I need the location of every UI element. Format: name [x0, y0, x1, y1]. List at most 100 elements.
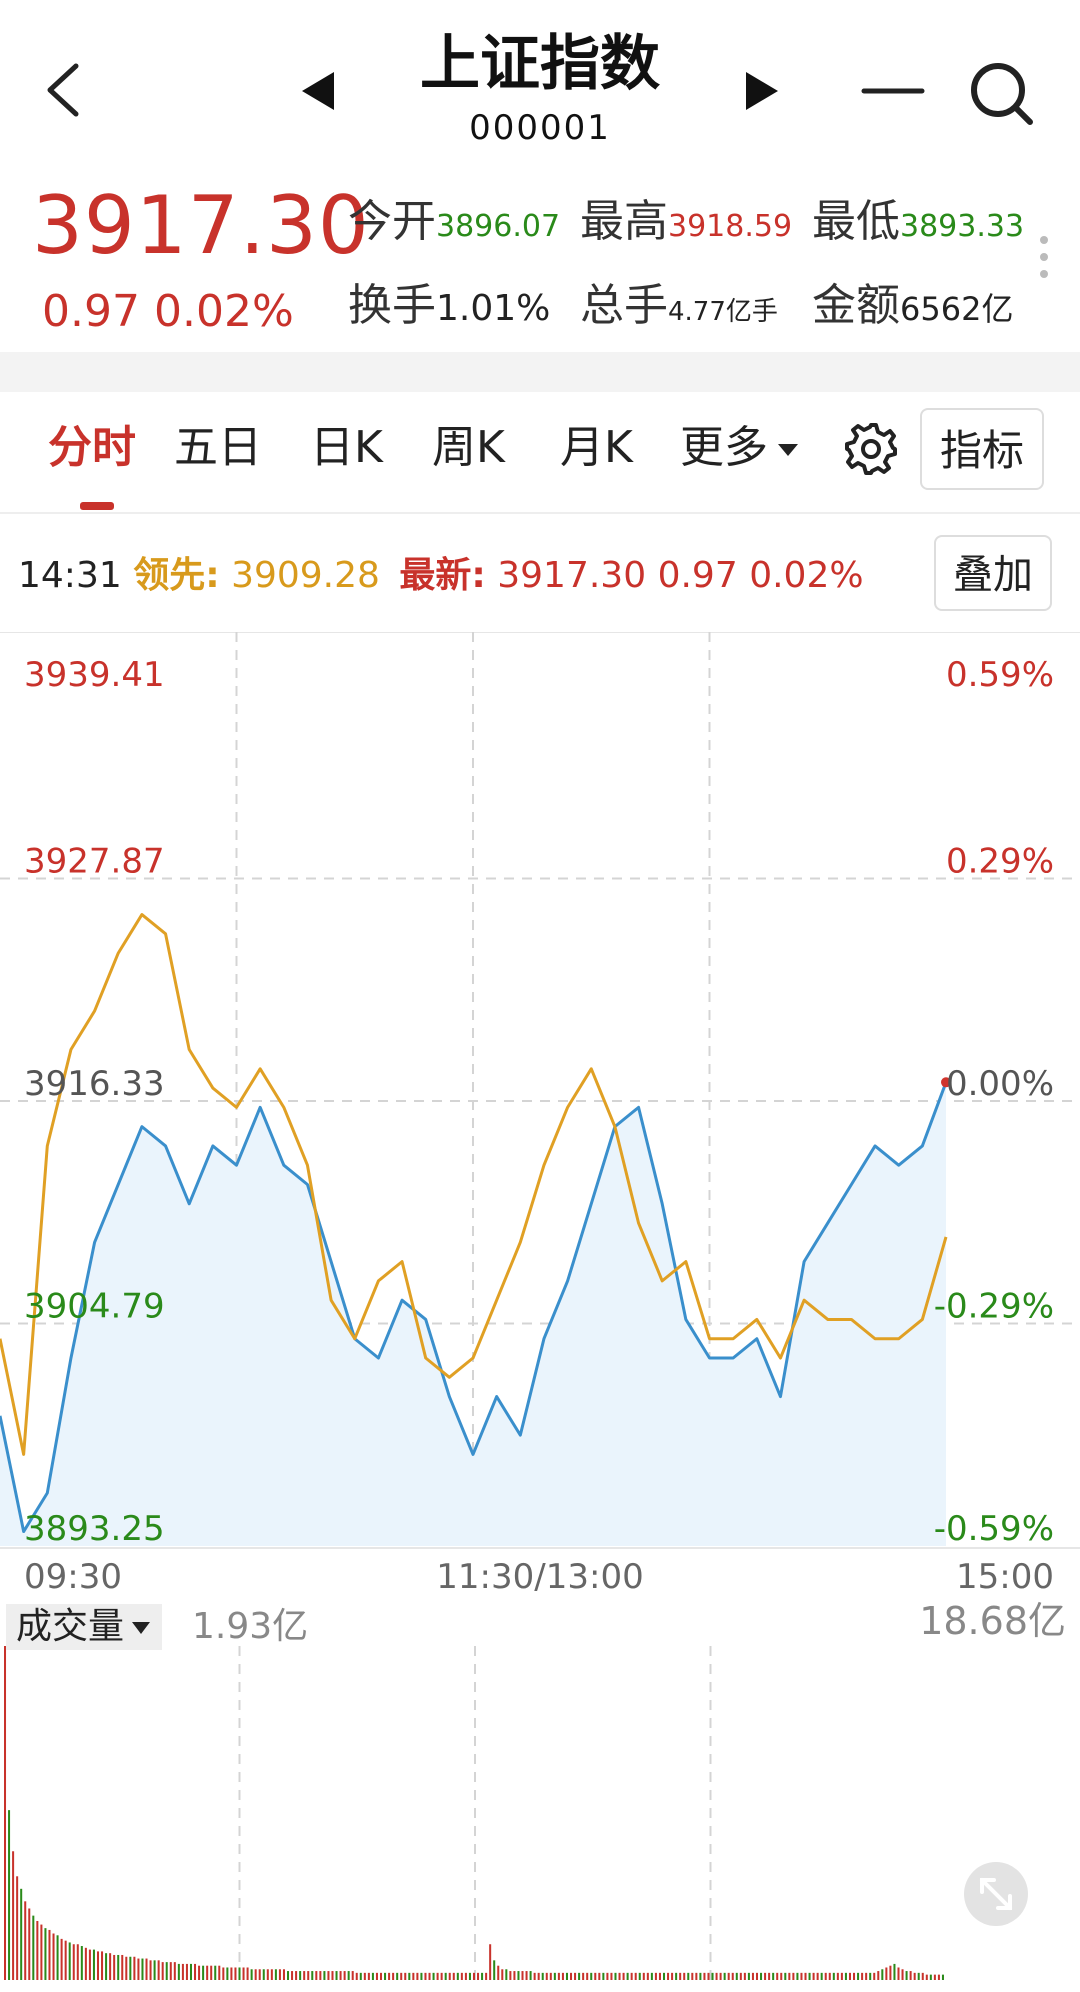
volume-bar [800, 1972, 803, 1980]
volume-bar [501, 1969, 504, 1980]
volume-bar [650, 1972, 653, 1980]
volume-chart [4, 1646, 944, 1980]
tab-monthly-k[interactable]: 月K [560, 422, 633, 473]
volume-bar [513, 1971, 516, 1980]
last-price-dot [941, 1077, 951, 1088]
volume-bar [509, 1971, 512, 1980]
x-axis-label: 09:30 [24, 1557, 122, 1597]
volume-bar [772, 1972, 775, 1980]
volume-bar [723, 1972, 726, 1980]
volume-bar [687, 1972, 690, 1980]
volume-bar [56, 1935, 59, 1980]
tab-intraday[interactable]: 分时 [48, 422, 136, 473]
volume-bar [472, 1972, 475, 1980]
volume-bar [60, 1938, 63, 1980]
volume-bar [169, 1962, 172, 1980]
volume-label: 总手 [580, 280, 668, 331]
volume-bar [428, 1972, 431, 1980]
tab-more[interactable]: 更多 [680, 418, 800, 478]
lead-line [0, 913, 948, 1456]
volume-bar [933, 1974, 936, 1980]
volume-bar [4, 1646, 7, 1980]
volume-bar [517, 1971, 520, 1980]
triangle-right-icon [746, 72, 778, 110]
volume-bar [937, 1974, 940, 1980]
back-button[interactable] [40, 60, 90, 120]
volume-bar [250, 1969, 253, 1980]
x-axis-label: 15:00 [956, 1557, 1054, 1597]
volume-bar [121, 1954, 124, 1980]
volume-bar [222, 1967, 225, 1980]
volume-bar [343, 1971, 346, 1980]
next-stock-button[interactable] [742, 70, 782, 112]
volume-bar [266, 1969, 269, 1980]
volume-bar [477, 1972, 480, 1980]
volume-bar [489, 1944, 492, 1980]
volume-bar [375, 1972, 378, 1980]
volume-bar [137, 1958, 140, 1980]
price-change: 0.97 0.02% [42, 284, 294, 340]
volume-bar [88, 1949, 91, 1980]
volume-bar [594, 1972, 597, 1980]
volume-bar [299, 1971, 302, 1980]
volume-bar [282, 1969, 285, 1980]
indicator-button[interactable]: 指标 [920, 408, 1044, 490]
volume-bar [630, 1972, 633, 1980]
volume-bar [711, 1972, 714, 1980]
minimize-button[interactable] [860, 70, 926, 112]
volume-bar [602, 1972, 605, 1980]
low-label: 最低 [812, 196, 900, 247]
tab-weekly-k[interactable]: 周K [432, 422, 505, 473]
volume-bar [323, 1971, 326, 1980]
tab-five-day[interactable]: 五日 [174, 422, 262, 473]
volume-bar [857, 1972, 860, 1980]
intraday-price-chart[interactable]: 3939.41 0.59% 3927.87 0.29% 3916.33 0.00% 3904… [0, 632, 1080, 1600]
chart-settings-button[interactable] [842, 420, 900, 478]
volume-bar [371, 1972, 374, 1980]
crosshair-info: 14:31 领先: 3909.28 最新: 3917.30 0.97 0.02% [18, 548, 864, 604]
volume-bar [760, 1972, 763, 1980]
fullscreen-button[interactable] [964, 1862, 1028, 1926]
more-options-button[interactable] [1036, 232, 1052, 282]
volume-bar [553, 1972, 556, 1980]
volume-bar [339, 1971, 342, 1980]
previous-stock-button[interactable] [298, 70, 338, 112]
volume-bar [654, 1972, 657, 1980]
low-stat: 最低3893.33 [812, 194, 1024, 255]
overlay-button[interactable]: 叠加 [934, 535, 1052, 611]
search-button[interactable] [966, 58, 1036, 128]
volume-bar [153, 1960, 156, 1980]
volume-bar [400, 1972, 403, 1980]
volume-bar [545, 1972, 548, 1980]
volume-bar [497, 1965, 500, 1980]
y-axis-label-right: 0.29% [946, 842, 1054, 882]
volume-bar [96, 1951, 100, 1980]
volume-bar [194, 1963, 197, 1980]
volume-bar [133, 1956, 136, 1980]
tab-bar-divider [0, 512, 1080, 514]
more-vertical-icon [1040, 236, 1048, 278]
volume-bar [812, 1972, 815, 1980]
volume-bar [929, 1974, 932, 1980]
volume-indicator-selector[interactable]: 成交量 [6, 1604, 163, 1650]
volume-max-label: 18.68亿 [919, 1599, 1066, 1643]
latest-label: 最新: [399, 555, 486, 596]
volume-bar [198, 1965, 201, 1980]
volume-bar [691, 1972, 694, 1980]
volume-bar [274, 1969, 277, 1980]
tab-daily-k[interactable]: 日K [310, 422, 383, 473]
triangle-left-icon [302, 72, 334, 110]
volume-bar [315, 1971, 318, 1980]
volume-bar [76, 1944, 79, 1980]
volume-bar [456, 1972, 459, 1980]
volume-bar [485, 1972, 488, 1980]
volume-bar [784, 1972, 787, 1980]
volume-bar [703, 1972, 706, 1980]
volume-bar [897, 1967, 900, 1980]
volume-bar [202, 1965, 205, 1980]
volume-bar [788, 1972, 791, 1980]
volume-bar [16, 1876, 19, 1980]
latest-percent: 0.02% [749, 555, 864, 596]
volume-bar [287, 1971, 290, 1980]
y-axis-label-right: -0.59% [934, 1509, 1054, 1549]
